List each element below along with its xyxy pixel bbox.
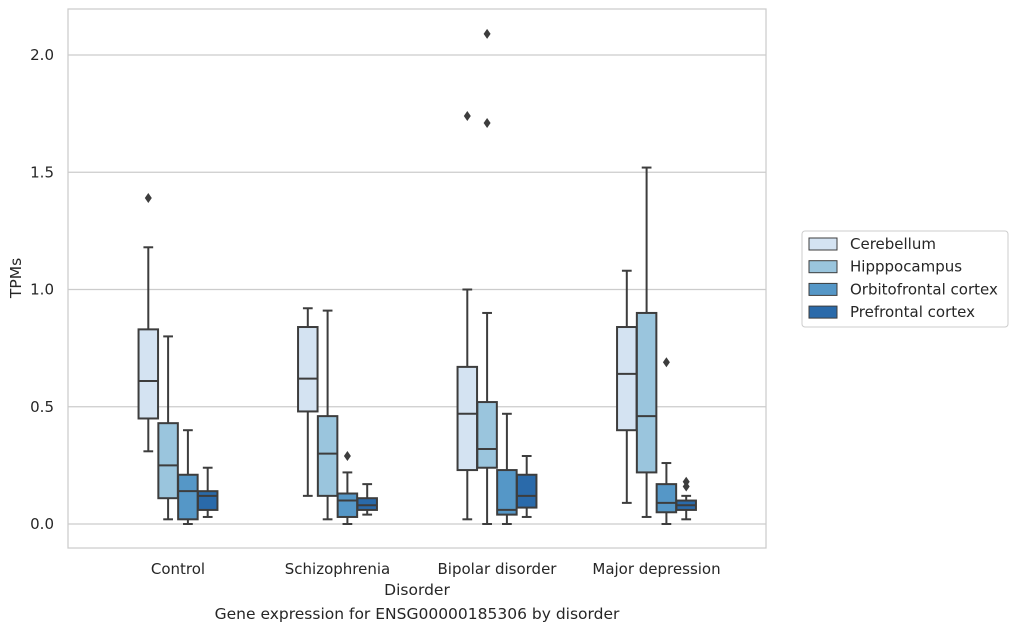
- box-hipppocampus-2: [476, 28, 498, 525]
- x-tick-label: Control: [151, 560, 205, 578]
- axes: Disorder TPMs 0.0 0.5 1.0 1.5 2.0 Control Schi…: [7, 46, 721, 599]
- box-cerebellum-0: [137, 193, 160, 453]
- figure-caption: Gene expression for ENSG00000185306 by d…: [214, 605, 620, 623]
- legend-label: Prefrontal cortex: [850, 303, 975, 321]
- iqr-box: [157, 422, 179, 500]
- legend-frame: [801, 230, 1009, 328]
- box-cerebellum-2: [456, 110, 479, 521]
- box-prefrontal-cortex-3: [675, 476, 697, 521]
- boxes: [137, 28, 697, 525]
- iqr-box: [356, 497, 378, 511]
- y-tick-label: 0.5: [30, 398, 54, 416]
- iqr-box: [515, 473, 538, 509]
- box-cerebellum-3: [616, 269, 638, 504]
- box-prefrontal-cortex-1: [356, 483, 378, 516]
- outlier-point: [682, 476, 690, 487]
- iqr-box: [655, 483, 678, 514]
- iqr-box: [137, 328, 160, 420]
- legend-swatch: [808, 237, 838, 251]
- outlier-point: [463, 110, 471, 121]
- iqr-box: [635, 311, 658, 474]
- box-orbitofrontal-cortex-0: [177, 429, 199, 525]
- plot-area-frame: [67, 8, 767, 549]
- x-tick-label: Major depression: [592, 560, 720, 578]
- outlier-point: [343, 450, 351, 461]
- box-cerebellum-1: [297, 307, 319, 497]
- box-hipppocampus-1: [316, 309, 339, 521]
- y-tick-label: 1.0: [30, 281, 54, 299]
- outlier-point: [144, 193, 152, 204]
- outlier-point: [483, 118, 491, 129]
- legend: Cerebellum Hipppocampus Orbitofrontal cort…: [801, 230, 1009, 328]
- y-tick-label: 1.5: [30, 163, 54, 181]
- legend-label: Orbitofrontal cortex: [850, 280, 998, 298]
- iqr-box: [177, 473, 199, 521]
- iqr-box: [616, 326, 638, 432]
- legend-label: Hipppocampus: [850, 258, 962, 276]
- box-hipppocampus-3: [635, 166, 658, 518]
- x-tick-label: Schizophrenia: [285, 560, 390, 578]
- box-prefrontal-cortex-2: [515, 454, 538, 518]
- y-axis-label: TPMs: [7, 258, 25, 299]
- box-orbitofrontal-cortex-3: [655, 357, 678, 525]
- iqr-box: [476, 401, 498, 469]
- iqr-box: [336, 492, 359, 518]
- iqr-box: [297, 326, 319, 413]
- box-prefrontal-cortex-0: [196, 466, 219, 518]
- outlier-point: [662, 357, 670, 368]
- legend-swatch: [808, 260, 838, 274]
- box-orbitofrontal-cortex-1: [336, 450, 359, 525]
- y-tick-label: 0.0: [30, 515, 54, 533]
- outlier-point: [483, 28, 491, 39]
- x-axis-label: Disorder: [384, 581, 450, 599]
- iqr-box: [316, 415, 339, 497]
- box-hipppocampus-0: [157, 335, 179, 521]
- y-tick-label: 2.0: [30, 46, 54, 64]
- x-tick-label: Bipolar disorder: [438, 560, 558, 578]
- iqr-box: [196, 490, 219, 511]
- iqr-box: [496, 469, 518, 516]
- legend-swatch: [808, 305, 838, 319]
- iqr-box: [456, 365, 479, 472]
- legend-swatch: [808, 282, 838, 296]
- box-orbitofrontal-cortex-2: [496, 412, 518, 525]
- legend-label: Cerebellum: [850, 235, 936, 253]
